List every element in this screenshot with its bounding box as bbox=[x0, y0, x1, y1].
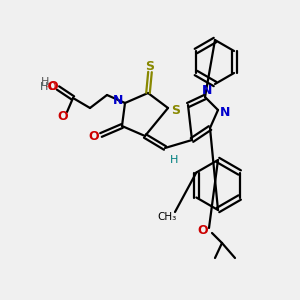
Text: ·O: ·O bbox=[45, 82, 57, 92]
Text: S: S bbox=[146, 61, 154, 74]
Text: O: O bbox=[89, 130, 99, 143]
Text: N: N bbox=[220, 106, 230, 118]
Text: N: N bbox=[113, 94, 123, 107]
Text: O: O bbox=[58, 110, 68, 122]
Text: CH₃: CH₃ bbox=[158, 212, 177, 222]
Text: O: O bbox=[198, 224, 208, 236]
Text: H: H bbox=[41, 77, 49, 87]
Text: H: H bbox=[170, 155, 178, 165]
Text: O: O bbox=[48, 80, 58, 92]
Text: S: S bbox=[172, 104, 181, 118]
Text: ·: · bbox=[47, 79, 51, 89]
Text: H: H bbox=[40, 82, 48, 92]
Text: N: N bbox=[202, 85, 212, 98]
